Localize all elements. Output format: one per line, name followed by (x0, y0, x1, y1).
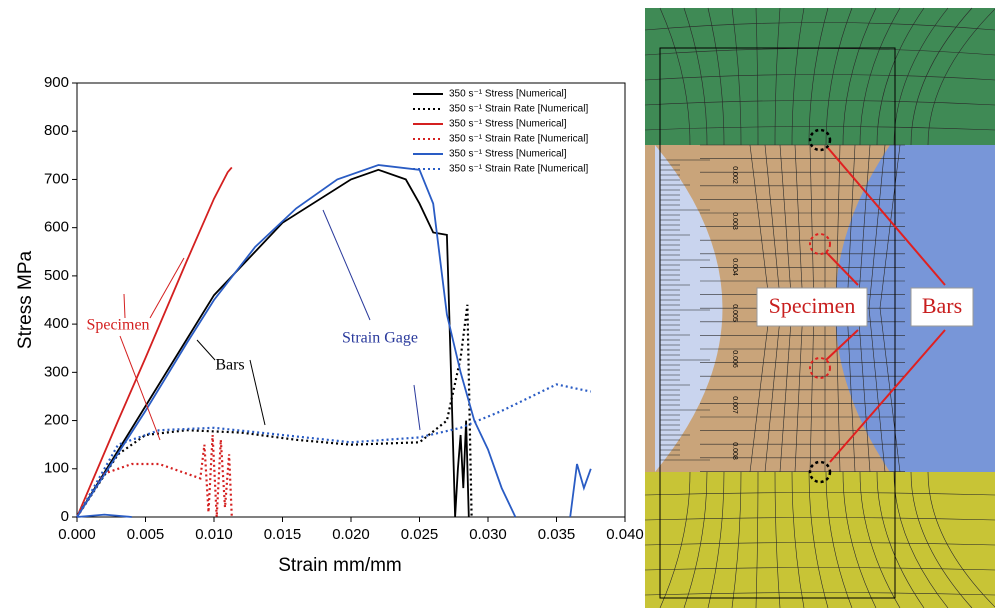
bottom-bar (645, 472, 995, 608)
y-tick-label: 600 (44, 219, 69, 236)
legend-label: 350 s⁻¹ Stress [Numerical] (449, 149, 567, 160)
annotation-arrow (119, 335, 161, 441)
mesh-line (644, 492, 995, 496)
mesh-line (644, 542, 995, 546)
series-line (76, 166, 233, 518)
annotation: Specimen (86, 317, 149, 334)
ruler-label: 0.003 (731, 212, 738, 230)
mesh-line (707, 471, 725, 608)
x-tick-label: 0.015 (264, 526, 302, 543)
mesh-line (644, 48, 995, 56)
marker (809, 233, 831, 255)
ruler-label: 0.004 (731, 258, 738, 276)
mesh-line (644, 517, 995, 521)
x-tick-label: 0.010 (195, 526, 233, 543)
annotation-arrow (322, 209, 371, 321)
mesh-line (659, 7, 691, 146)
y-tick-label: 900 (44, 74, 69, 91)
ruler-label: 0.006 (731, 350, 738, 368)
y-tick-label: 200 (44, 412, 69, 429)
x-tick-label: 0.000 (58, 526, 96, 543)
mesh-line (859, 471, 901, 608)
x-axis-label: Strain mm/mm (278, 555, 402, 576)
mesh-line (755, 7, 759, 146)
mesh-line (644, 567, 995, 571)
mesh-line (644, 100, 995, 106)
arrows (825, 147, 946, 463)
x-tick-label: 0.025 (401, 526, 439, 543)
frame (659, 47, 896, 599)
mesh-line (644, 74, 995, 81)
legend-label: 350 s⁻¹ Stress [Numerical] (449, 119, 567, 130)
label-box (910, 287, 974, 327)
legend-label: 350 s⁻¹ Strain Rate [Numerical] (449, 134, 588, 145)
ruler-label: 0.007 (731, 396, 738, 414)
series-line (76, 434, 233, 518)
marker (808, 128, 832, 152)
legend-label: 350 s⁻¹ Stress [Numerical] (449, 89, 567, 100)
series-line (76, 304, 473, 518)
mesh-line (876, 7, 925, 146)
mesh-line (927, 8, 995, 146)
legend-label: 350 s⁻¹ Strain Rate [Numerical] (449, 164, 588, 175)
mesh-line (683, 7, 708, 146)
ruler-label: 0.008 (731, 442, 738, 460)
annotation-arrow (123, 293, 126, 319)
y-tick-label: 0 (61, 508, 69, 525)
annotation-arrow (249, 359, 266, 426)
legend-label: 350 s⁻¹ Strain Rate [Numerical] (449, 104, 588, 115)
series-line (76, 168, 470, 518)
marker (808, 460, 832, 484)
x-tick-label: 0.005 (127, 526, 165, 543)
x-tick-label: 0.020 (332, 526, 370, 543)
mesh-line (644, 126, 995, 131)
x-tick-label: 0.035 (538, 526, 576, 543)
y-tick-label: 800 (44, 122, 69, 139)
y-tick-label: 100 (44, 460, 69, 477)
x-tick-label: 0.030 (469, 526, 507, 543)
ruler-label: 0.005 (731, 304, 738, 322)
annotation-arrow (413, 384, 421, 431)
ruler-label: 0.002 (731, 166, 738, 184)
y-axis-label: Stress MPa (15, 250, 36, 349)
series-line (76, 164, 592, 518)
mesh-line (644, 592, 995, 596)
mesh-line (659, 471, 691, 608)
mesh-line (927, 471, 995, 608)
mesh-line (825, 471, 853, 608)
mesh-label: Specimen (769, 293, 856, 318)
series-line (76, 383, 592, 518)
y-tick-label: 300 (44, 363, 69, 380)
x-tick-label: 0.040 (606, 526, 644, 543)
y-tick-label: 400 (44, 315, 69, 332)
annotation-arrow (149, 257, 185, 319)
mesh-image: Specimen Bars (644, 7, 995, 608)
mesh-line (731, 7, 742, 146)
marker (809, 357, 831, 379)
mesh-line (825, 7, 853, 146)
mesh-line (683, 471, 708, 608)
mesh-line (791, 7, 805, 146)
y-tick-label: 500 (44, 267, 69, 284)
top-bar (645, 8, 995, 145)
mesh-line (791, 471, 805, 608)
mesh-line (644, 22, 995, 31)
annotation: Bars (215, 357, 244, 374)
y-tick-label: 700 (44, 170, 69, 187)
annotation: Strain Gage (342, 330, 418, 347)
mesh-label: Bars (922, 293, 962, 318)
mesh-line (910, 471, 973, 608)
label-box (756, 287, 868, 327)
annotation-arrow (196, 339, 216, 361)
mesh-line (808, 471, 829, 608)
mesh-line (808, 7, 829, 146)
mesh-line (876, 471, 925, 608)
